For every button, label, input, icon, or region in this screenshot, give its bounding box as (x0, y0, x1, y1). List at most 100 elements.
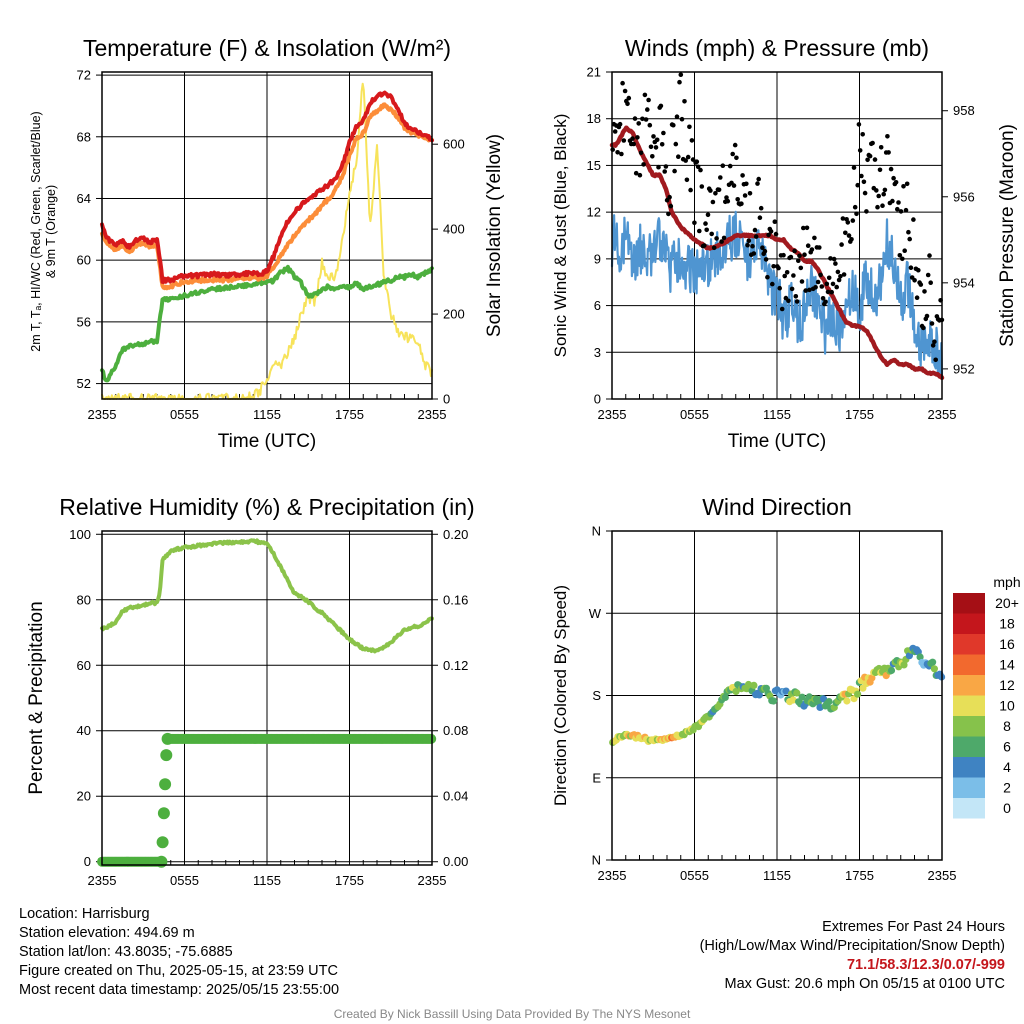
gust-point (694, 159, 700, 164)
direction-point (732, 687, 740, 696)
direction-point (905, 652, 914, 660)
gust-point (901, 184, 906, 189)
gust-point (763, 257, 769, 262)
gust-point (846, 233, 852, 238)
gust-point (656, 164, 661, 170)
gust-point (867, 153, 873, 159)
gust-point (836, 277, 842, 283)
gust-point (928, 280, 933, 286)
station-elevation: Station elevation: 494.69 m (19, 925, 195, 941)
gust-point (716, 187, 722, 193)
panel-title: Relative Humidity (%) & Precipitation (i… (59, 494, 474, 520)
direction-point (750, 681, 758, 690)
plot-border (611, 530, 943, 861)
gust-point (678, 72, 684, 77)
gust-point (698, 167, 703, 173)
y-tick-label: N (592, 524, 601, 539)
direction-points (609, 644, 946, 747)
gust-point (735, 197, 740, 202)
y2-tick-label: 400 (443, 222, 465, 237)
gust-point (677, 79, 682, 85)
gust-point (854, 211, 859, 217)
recent-timestamp: Most recent data timestamp: 2025/05/15 2… (19, 982, 340, 998)
gust-point (638, 150, 644, 156)
grid-lines (102, 531, 432, 865)
gust-point (674, 114, 680, 119)
series-line-relative-humidity (100, 538, 434, 654)
y2-tick-label: 0.20 (443, 527, 468, 542)
gust-point (789, 286, 795, 292)
y-axis-label-2: & 9m T (Orange) (44, 185, 58, 278)
gust-point (626, 95, 632, 101)
gust-point (914, 295, 920, 301)
gust-point (839, 242, 844, 247)
gust-point (753, 234, 759, 239)
gust-point (881, 191, 886, 197)
gust-point (661, 130, 666, 136)
legend-label: 18 (999, 616, 1015, 632)
y-tick-label: 80 (77, 592, 91, 607)
y-ticks: N E S W N (589, 524, 612, 868)
y-tick-label: 21 (587, 65, 601, 80)
gust-point (878, 145, 884, 150)
gust-point (834, 284, 839, 290)
gust-point (826, 275, 832, 281)
series-line-station-pressure (609, 125, 945, 381)
legend-label: 12 (999, 677, 1015, 693)
x-tick-label: 2355 (928, 868, 957, 883)
gust-point (856, 122, 862, 127)
gust-point (929, 321, 935, 326)
gust-point (641, 162, 646, 167)
gust-point (843, 230, 848, 236)
gust-point (825, 289, 831, 295)
x-ticks: 2355 0555 1155 1755 2355 (88, 860, 446, 888)
y-tick-label: S (592, 688, 601, 703)
gust-point (731, 183, 737, 188)
y-tick-label: 64 (77, 191, 91, 206)
gust-point (849, 237, 854, 242)
gust-point (673, 141, 679, 147)
gust-point (902, 248, 907, 253)
y2-tick-label: 0.04 (443, 789, 468, 804)
x-tick-label: 1755 (335, 873, 364, 888)
panel-title: Wind Direction (702, 494, 852, 520)
gust-point (668, 203, 674, 209)
gust-point (896, 200, 901, 205)
gust-point (710, 199, 716, 205)
gust-point (793, 294, 799, 299)
x-tick-label: 1155 (253, 407, 281, 422)
gust-point (924, 313, 930, 319)
x-tick-label: 1755 (335, 407, 364, 422)
gust-point (734, 155, 739, 161)
extremes-values: 71.1/58.3/12.3/0.07/-999 (846, 957, 1005, 973)
gust-point (755, 181, 760, 186)
gust-point (637, 172, 643, 178)
gust-point (714, 236, 719, 241)
y-tick-label: W (589, 606, 602, 621)
y2-tick-label: 0.16 (443, 592, 468, 607)
gust-point (803, 288, 808, 293)
extremes-info: Extremes For Past 24 Hours (High/Low/Max… (700, 918, 1005, 994)
y2-tick-label: 0.00 (443, 854, 468, 869)
station-latlon: Station lat/lon: 43.8035; -75.6885 (19, 944, 233, 960)
y-tick-label: 15 (587, 158, 601, 173)
gust-point (829, 289, 834, 295)
y-tick-label: 3 (594, 345, 601, 360)
gust-point (859, 173, 864, 179)
gust-point (802, 252, 807, 257)
gust-point (932, 339, 937, 345)
gust-point (631, 141, 636, 147)
gust-point (770, 281, 775, 287)
direction-point (930, 665, 939, 673)
gust-point (830, 281, 836, 287)
precip-point (155, 855, 168, 868)
legend-swatch (953, 613, 985, 634)
y2-ticks: 0 200 400 600 (432, 137, 465, 407)
extremes-subtitle: (High/Low/Max Wind/Precipitation/Snow De… (699, 938, 1005, 954)
y-tick-label: 12 (587, 205, 601, 220)
direction-point (770, 697, 778, 705)
gust-point (682, 99, 687, 104)
gust-point (622, 88, 628, 94)
y2-tick-label: 0.12 (443, 658, 468, 673)
y-tick-label: 60 (77, 658, 91, 673)
